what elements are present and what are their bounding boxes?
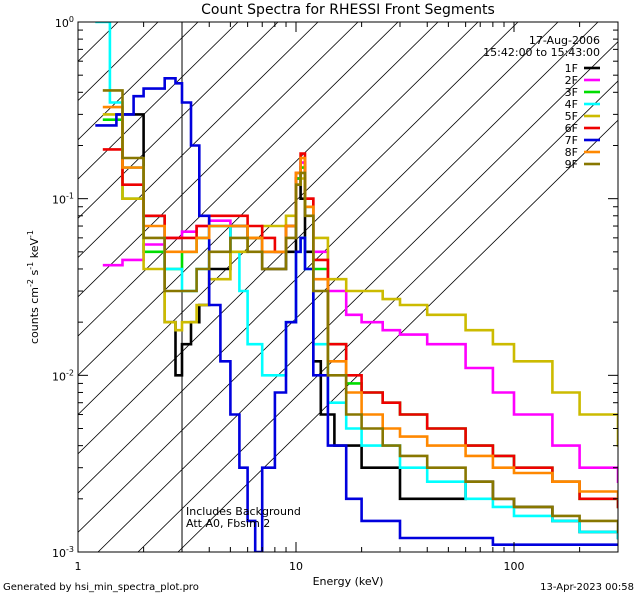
hatch-line [78,22,279,219]
legend-label-3f: 3F [565,86,578,99]
legend-header-line: 17-Aug-2006 [529,34,600,47]
hatch-line [97,41,618,552]
y-tick-label: 10-1 [52,192,74,207]
legend-label-4f: 4F [565,98,578,111]
x-tick-label: 1 [75,560,82,573]
hatch-line [78,22,439,376]
y-axis-label: counts cm-2 s-1 keV-1 [26,230,41,344]
legend-label-5f: 5F [565,110,578,123]
hatch-line [137,80,618,552]
footer-generator-text: Generated by hsi_min_spectra_plot.pro [3,582,199,593]
axes-layer: 1 10 100 10-3 10-2 10-1 100 [52,15,619,573]
hatch-line [78,22,399,337]
footer-timestamp: 13-Apr-2023 00:58 [540,582,634,593]
series-6f [102,148,618,509]
annotation-line: Includes Background [186,505,301,518]
hatch-line [78,22,359,298]
legend-label-8f: 8F [565,146,578,159]
annotation-line: Att A0, Fbsim 2 [186,517,270,530]
hatch-line [78,22,319,259]
hatch-line [78,22,199,141]
hatch-line [78,22,119,62]
legend-label-9f: 9F [565,158,578,171]
y-label-mid: s [28,269,41,278]
x-tick-label: 10 [289,560,303,573]
y-tick-label: 100 [55,15,74,30]
x-axis-label: Energy (keV) [313,575,384,588]
plot-frame [77,21,619,553]
y-label-exp3: -1 [26,230,35,238]
y-tick-label: 10-2 [52,368,74,383]
series-7f [95,77,618,552]
series-5f [102,113,618,447]
legend-label-2f: 2F [565,74,578,87]
y-label-exp2: -1 [26,262,35,270]
hatch-line [177,119,618,552]
series-8f [102,105,618,501]
y-tick-label: 10-3 [52,545,74,560]
hatch-line [78,22,239,180]
hatch-line [78,22,559,494]
y-label-base: counts cm [28,287,41,344]
legend-label-7f: 7F [565,134,578,147]
hatch-line [78,22,519,455]
chart-title: Count Spectra for RHESSI Front Segments [201,2,495,18]
y-label-end: keV [28,238,41,262]
x-tick-label: 100 [503,560,524,573]
series-layer [95,22,618,552]
series-9f [102,89,618,534]
legend-label-6f: 6F [565,122,578,135]
legend-header-line: 15:42:00 to 15:43:00 [483,46,600,59]
series-1f [116,113,618,540]
legend-label-1f: 1F [565,62,578,75]
y-label-exp1: -2 [26,279,35,287]
